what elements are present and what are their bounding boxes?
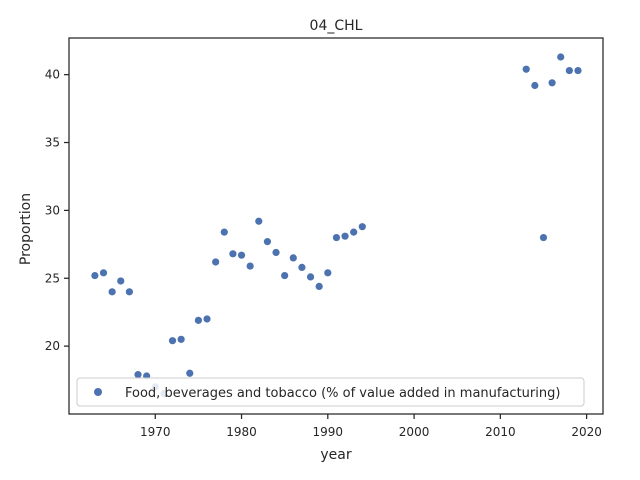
data-point — [289, 254, 297, 262]
y-tick-label: 20 — [45, 339, 60, 353]
data-point — [212, 258, 220, 266]
data-point — [281, 271, 289, 280]
data-point — [522, 65, 530, 73]
data-point — [332, 233, 341, 242]
data-point — [246, 262, 254, 270]
data-point — [315, 282, 323, 291]
data-point — [341, 232, 349, 240]
data-point — [350, 228, 358, 236]
data-point — [531, 81, 539, 90]
data-point — [263, 238, 272, 246]
data-point — [574, 66, 582, 75]
data-point — [539, 233, 548, 242]
chart-title: 04_CHL — [310, 18, 363, 34]
x-axis-label: year — [320, 447, 351, 463]
y-axis-label: Proportion — [18, 193, 34, 265]
x-tick-label: 1980 — [226, 425, 257, 439]
data-point — [557, 53, 565, 61]
legend-marker — [94, 388, 102, 396]
data-point — [306, 273, 315, 281]
x-tick-label: 1970 — [140, 425, 171, 439]
plot-area-frame — [68, 37, 604, 415]
data-point — [358, 223, 366, 231]
y-tick-label: 40 — [45, 68, 60, 82]
data-point — [255, 217, 263, 225]
x-tick-label: 2010 — [485, 425, 516, 439]
legend-box — [76, 377, 585, 407]
data-point — [186, 369, 194, 377]
data-point — [125, 288, 133, 296]
data-point — [91, 271, 99, 280]
legend: Food, beverages and tobacco (% of value … — [76, 377, 585, 407]
data-point — [298, 263, 306, 272]
data-point — [237, 251, 246, 259]
data-point — [565, 66, 573, 75]
data-point — [108, 288, 116, 296]
x-tick-label: 2000 — [399, 425, 430, 439]
data-point — [324, 269, 332, 277]
data-point — [272, 248, 280, 257]
y-tick-label: 30 — [45, 203, 60, 217]
y-tick-label: 25 — [45, 271, 60, 285]
data-point — [99, 269, 108, 277]
x-tick-label: 2020 — [571, 425, 602, 439]
data-point — [177, 335, 185, 343]
legend-label: Food, beverages and tobacco (% of value … — [125, 386, 560, 401]
data-point — [194, 316, 203, 324]
data-point — [548, 79, 556, 87]
y-tick-label: 35 — [45, 136, 60, 150]
data-point — [117, 277, 125, 285]
data-point — [203, 315, 211, 323]
x-tick-label: 1990 — [313, 425, 344, 439]
data-point — [134, 371, 142, 379]
data-point — [229, 250, 237, 258]
data-point — [220, 228, 228, 236]
data-point — [168, 337, 177, 345]
